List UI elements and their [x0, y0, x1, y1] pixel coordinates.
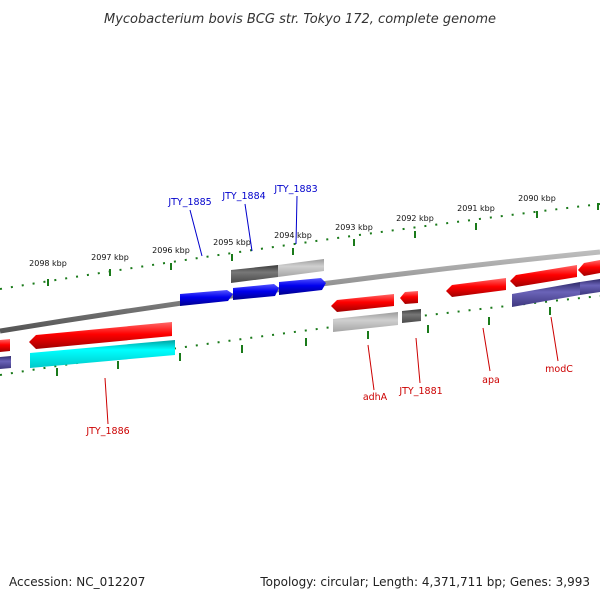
gene-arrow-adha[interactable] — [331, 294, 394, 312]
gene-label-apa[interactable]: apa — [482, 375, 500, 386]
scale-label: 2091 kbp — [457, 204, 495, 213]
gene-arrow-modc[interactable] — [510, 265, 577, 287]
scale-labels: 2098 kbp 2097 kbp 2096 kbp 2095 kbp 2094… — [29, 194, 556, 268]
cds-bar-modc — [512, 282, 580, 307]
gene-labels: JTY_1886 JTY_1885 JTY_1884 JTY_1883 adhA… — [85, 184, 573, 437]
cds-bar-jty-1886 — [30, 340, 175, 368]
gene-label-jty-1885[interactable]: JTY_1885 — [167, 197, 211, 208]
upper-cds-bars — [231, 259, 324, 283]
gene-arrow-jty-1885[interactable] — [180, 290, 233, 306]
cds-bar-jty-1881 — [402, 309, 421, 323]
gene-arrow-right-stub[interactable] — [578, 260, 600, 276]
gene-arrow-jty-1883[interactable] — [279, 278, 326, 295]
gene-arrow-apa[interactable] — [446, 278, 506, 297]
gene-label-modc[interactable]: modC — [545, 364, 573, 375]
topology-text: Topology: circular; Length: 4,371,711 bp… — [260, 575, 590, 589]
label-leaders — [104, 195, 559, 425]
gene-label-adha[interactable]: adhA — [363, 392, 388, 403]
lower-major-ticks — [56, 307, 551, 376]
cds-bar-adha — [333, 312, 398, 332]
scale-label: 2095 kbp — [213, 238, 251, 247]
cds-bar-right-stub — [580, 279, 600, 295]
scale-label: 2096 kbp — [152, 246, 190, 255]
gene-label-jty-1881[interactable]: JTY_1881 — [398, 386, 442, 397]
upper-scale-track — [0, 203, 600, 290]
map-title: Mycobacterium bovis BCG str. Tokyo 172, … — [104, 12, 496, 27]
gene-arrow-jty-1886[interactable] — [29, 322, 172, 349]
cds-bar-dark — [231, 265, 278, 283]
gene-arrow-left-stub[interactable] — [0, 339, 10, 352]
scale-label: 2098 kbp — [29, 259, 67, 268]
scale-label: 2090 kbp — [518, 194, 556, 203]
gene-label-jty-1883[interactable]: JTY_1883 — [273, 184, 317, 195]
forward-genes — [0, 260, 600, 352]
cds-bar-left-stub — [0, 356, 11, 369]
lower-cds-bars — [0, 279, 600, 369]
cds-bar-light — [278, 259, 324, 277]
gene-arrow-jty-1881[interactable] — [400, 291, 418, 304]
gene-label-jty-1886[interactable]: JTY_1886 — [85, 426, 129, 437]
reverse-genes — [180, 278, 326, 306]
upper-major-ticks — [47, 203, 599, 286]
gene-arrow-jty-1884[interactable] — [233, 284, 279, 300]
scale-label: 2092 kbp — [396, 214, 434, 223]
scale-label: 2093 kbp — [335, 223, 373, 232]
scale-label: 2097 kbp — [91, 253, 129, 262]
scale-label: 2094 kbp — [274, 231, 312, 240]
accession-text: Accession: NC_012207 — [9, 575, 146, 589]
gene-label-jty-1884[interactable]: JTY_1884 — [221, 191, 265, 202]
